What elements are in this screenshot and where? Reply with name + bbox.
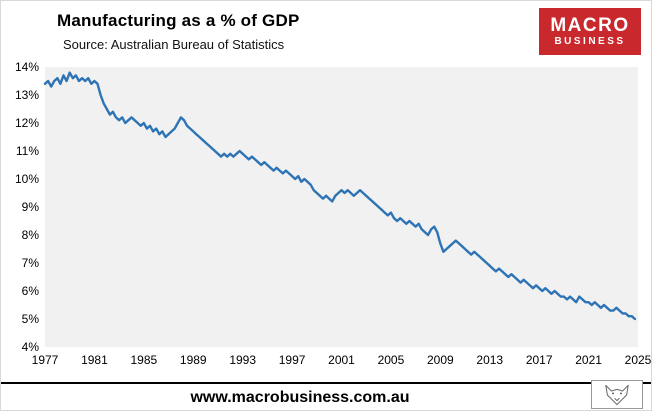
svg-text:7%: 7% — [22, 256, 40, 270]
chart-title: Manufacturing as a % of GDP — [57, 11, 300, 30]
svg-text:10%: 10% — [15, 172, 39, 186]
svg-text:2025: 2025 — [625, 353, 652, 367]
svg-text:12%: 12% — [15, 116, 39, 130]
svg-text:2001: 2001 — [328, 353, 355, 367]
footer-divider — [1, 382, 651, 384]
fox-logo-image — [605, 384, 629, 405]
chart-canvas: 4% 5% 6% 7% 8% 9% 10% 11% 12% 13% 14% 1977 1981 1985 1… — [15, 60, 652, 367]
svg-text:1993: 1993 — [229, 353, 256, 367]
macrobusiness-logo: MACRO BUSINESS — [539, 8, 641, 55]
logo-text-business: BUSINESS — [554, 36, 626, 47]
svg-text:13%: 13% — [15, 88, 39, 102]
svg-text:2005: 2005 — [378, 353, 405, 367]
svg-text:11%: 11% — [16, 144, 39, 158]
fox-logo — [591, 380, 643, 409]
svg-text:1985: 1985 — [130, 353, 157, 367]
svg-text:2009: 2009 — [427, 353, 454, 367]
svg-text:2013: 2013 — [476, 353, 503, 367]
svg-text:6%: 6% — [22, 284, 40, 298]
svg-text:5%: 5% — [22, 312, 40, 326]
svg-text:2021: 2021 — [575, 353, 602, 367]
line-chart: 4% 5% 6% 7% 8% 9% 10% 11% 12% 13% 14% 1977 1981 1985 1… — [1, 59, 652, 371]
chart-subtitle: Source: Australian Bureau of Statistics — [63, 37, 285, 52]
svg-text:4%: 4% — [22, 340, 40, 354]
logo-text-macro: MACRO — [550, 15, 630, 36]
svg-text:1981: 1981 — [81, 353, 108, 367]
svg-text:1997: 1997 — [279, 353, 306, 367]
footer-url: www.macrobusiness.com.au — [190, 389, 410, 406]
svg-text:2017: 2017 — [526, 353, 553, 367]
svg-text:1977: 1977 — [32, 353, 59, 367]
svg-text:1989: 1989 — [180, 353, 207, 367]
svg-text:8%: 8% — [22, 228, 40, 242]
svg-text:9%: 9% — [22, 200, 40, 214]
svg-text:14%: 14% — [15, 60, 39, 74]
